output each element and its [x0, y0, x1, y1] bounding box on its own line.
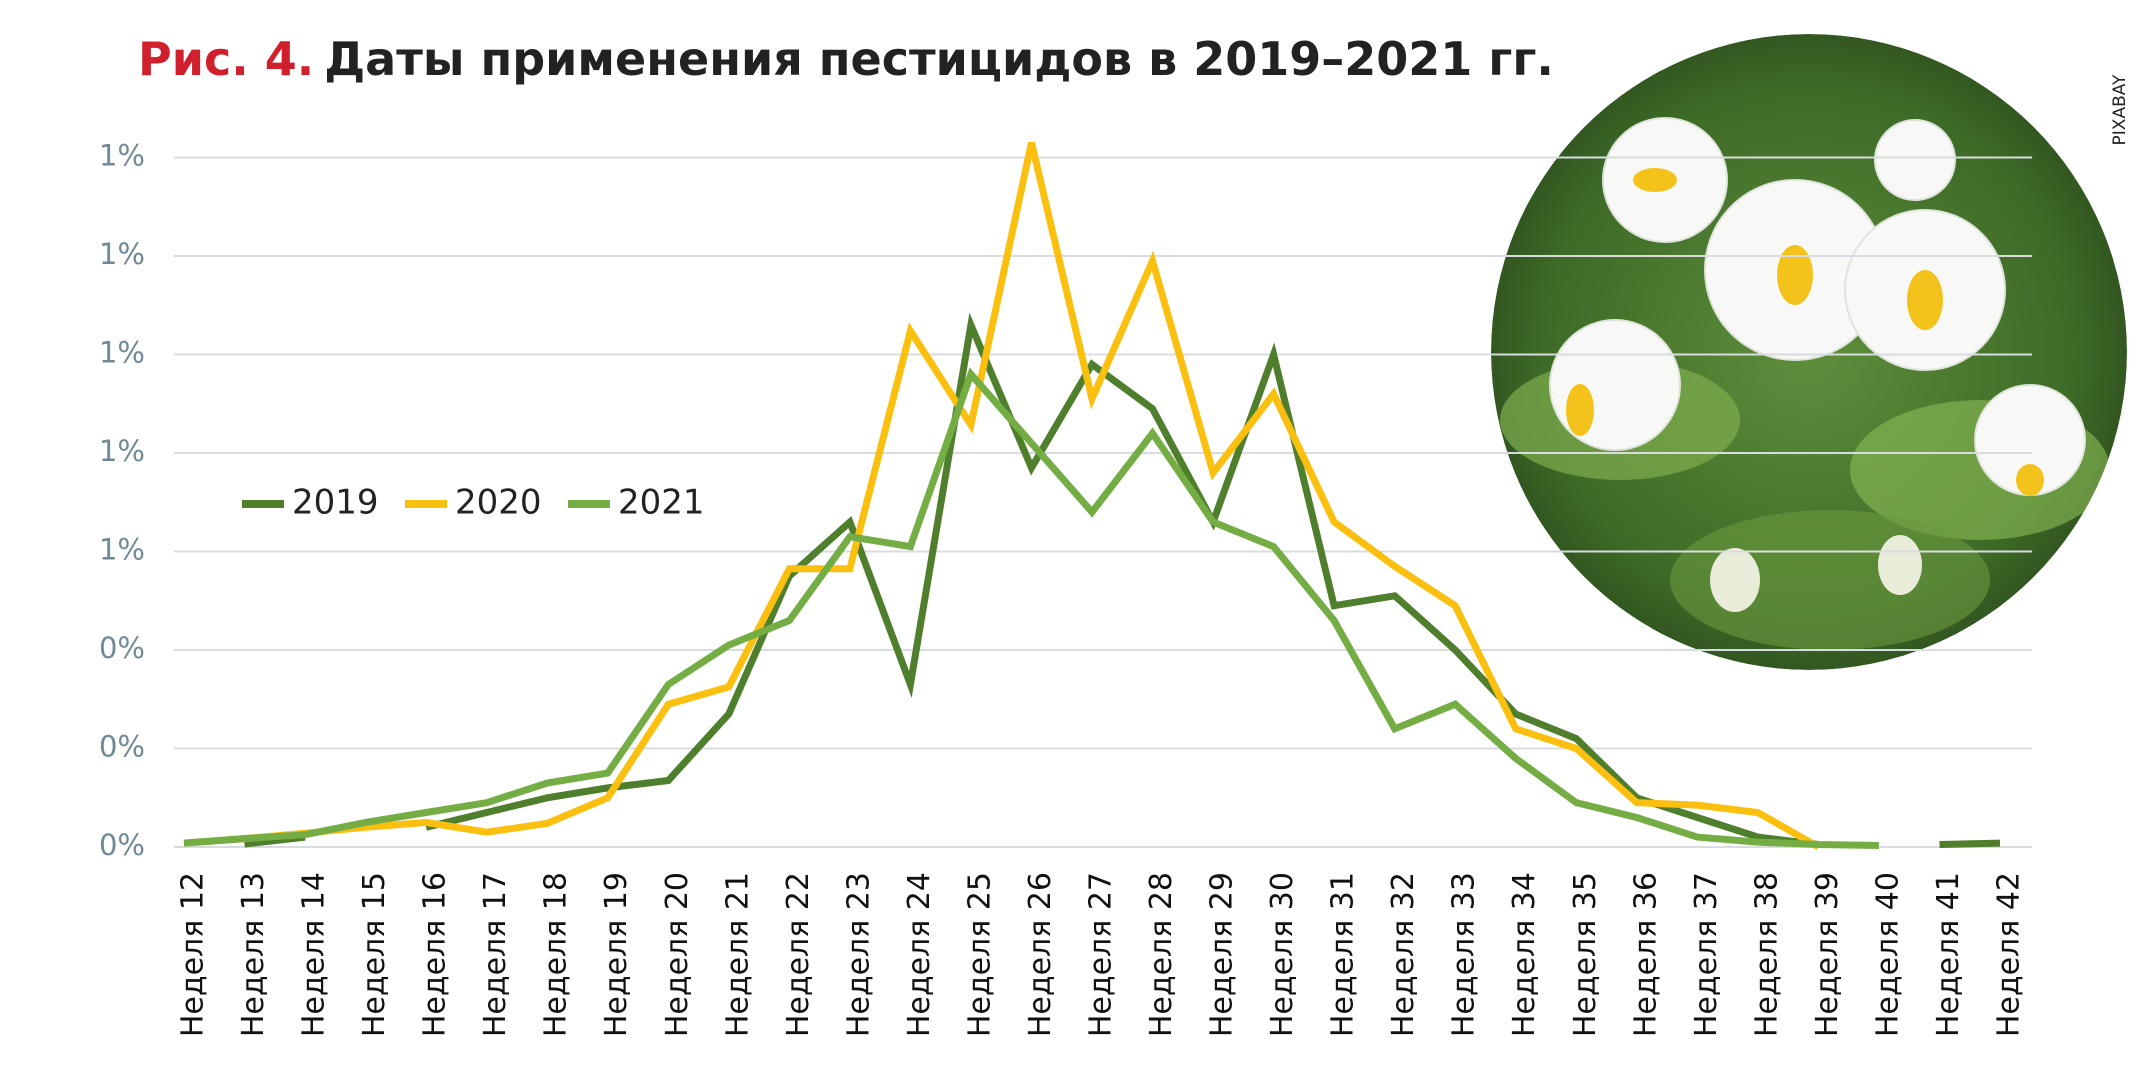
x-tick-label: Неделя 27 — [1084, 872, 1119, 1037]
x-tick-label: Неделя 12 — [176, 872, 211, 1037]
x-tick-label: Неделя 32 — [1386, 872, 1421, 1037]
x-tick-label: Неделя 35 — [1568, 872, 1603, 1037]
x-tick-label: Неделя 36 — [1628, 872, 1663, 1037]
x-tick-label: Неделя 19 — [599, 872, 634, 1037]
series-line — [183, 367, 1879, 849]
x-tick-label: Неделя 41 — [1931, 872, 1966, 1037]
chart-title: Рис. 4. Даты применения пестицидов в 2019… — [138, 32, 1554, 86]
x-tick-label: Неделя 22 — [781, 872, 816, 1037]
x-tick-label: Неделя 33 — [1447, 872, 1482, 1037]
x-tick-label: Неделя 25 — [962, 872, 997, 1037]
series-line — [183, 141, 1821, 851]
title-text: Даты применения пестицидов в 2019–2021 г… — [324, 32, 1554, 86]
x-tick-label: Неделя 31 — [1326, 872, 1361, 1037]
x-tick-label: Неделя 23 — [841, 872, 876, 1037]
y-tick-label: 1% — [99, 237, 145, 271]
legend-label: 2020 — [455, 483, 542, 523]
x-tick-label: Неделя 39 — [1810, 872, 1845, 1037]
x-tick-label: Неделя 29 — [1205, 872, 1240, 1037]
x-tick-label: Неделя 13 — [236, 872, 271, 1037]
y-tick-label: 0% — [99, 730, 145, 764]
photo-credit: PIXABAY — [2110, 74, 2130, 146]
x-tick-label: Неделя 17 — [478, 872, 513, 1037]
y-tick-label: 1% — [99, 533, 145, 567]
x-tick-label: Неделя 15 — [357, 872, 392, 1037]
y-tick-label: 0% — [99, 828, 145, 862]
x-tick-label: Неделя 40 — [1870, 872, 1905, 1037]
y-tick-label: 1% — [99, 336, 145, 370]
x-tick-label: Неделя 37 — [1689, 872, 1724, 1037]
x-tick-label: Неделя 28 — [1144, 872, 1179, 1037]
y-tick-label: 0% — [99, 631, 145, 665]
y-tick-label: 1% — [99, 434, 145, 468]
x-tick-label: Неделя 16 — [418, 872, 453, 1037]
x-tick-label: Неделя 26 — [1023, 872, 1058, 1037]
x-tick-label: Неделя 21 — [720, 872, 755, 1037]
y-tick-label: 1% — [99, 139, 145, 173]
figure-label: Рис. 4. — [138, 32, 314, 86]
x-tick-label: Неделя 34 — [1507, 872, 1542, 1037]
legend-label: 2019 — [292, 483, 379, 523]
x-tick-label: Неделя 20 — [660, 872, 695, 1037]
photo — [1491, 34, 2127, 670]
x-tick-label: Неделя 24 — [902, 872, 937, 1037]
x-tick-label: Неделя 38 — [1749, 872, 1784, 1037]
x-tick-label: Неделя 42 — [1992, 872, 2027, 1037]
legend-label: 2021 — [618, 483, 705, 523]
x-tick-label: Неделя 18 — [539, 872, 574, 1037]
x-tick-label: Неделя 30 — [1265, 872, 1300, 1037]
x-tick-label: Неделя 14 — [297, 872, 332, 1037]
